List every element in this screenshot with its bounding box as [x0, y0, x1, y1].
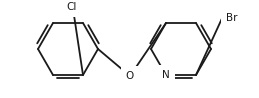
Text: O: O: [126, 71, 134, 81]
Text: Cl: Cl: [67, 2, 77, 12]
Text: Br: Br: [226, 13, 238, 23]
Text: N: N: [162, 70, 170, 80]
